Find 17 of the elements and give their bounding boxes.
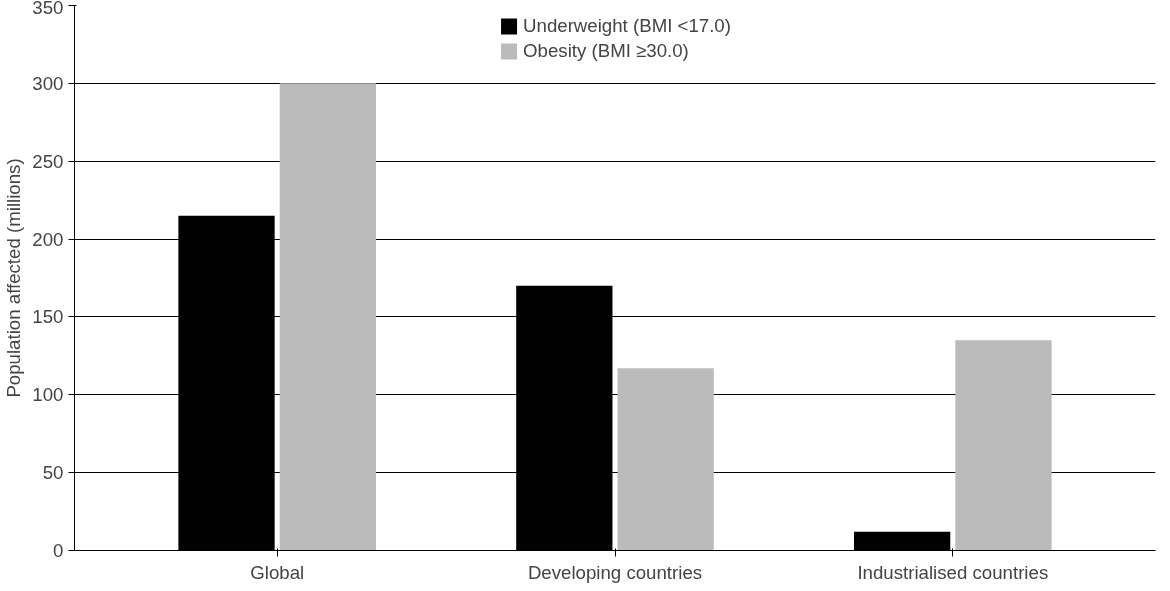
y-tick-label: 300 xyxy=(32,72,64,94)
bar xyxy=(955,340,1052,551)
bar xyxy=(617,368,714,551)
y-tick-label: 200 xyxy=(32,228,64,250)
legend-label: Underweight (BMI <17.0) xyxy=(523,15,731,37)
legend-label: Obesity (BMI ≥30.0) xyxy=(523,40,689,62)
x-tick-label: Global xyxy=(250,561,305,583)
y-tick-label: 100 xyxy=(32,384,64,406)
x-tick-label: Developing countries xyxy=(527,561,703,583)
y-tick-label: 350 xyxy=(32,0,64,18)
y-tick-label: 250 xyxy=(32,150,64,172)
y-axis-title: Population affected (millions) xyxy=(3,158,25,398)
bar xyxy=(279,83,376,551)
y-tick-label: 0 xyxy=(53,540,64,561)
y-tick-label: 50 xyxy=(42,462,64,484)
x-tick-label: Industrialised countries xyxy=(857,561,1049,583)
y-tick-label: 150 xyxy=(32,306,64,328)
